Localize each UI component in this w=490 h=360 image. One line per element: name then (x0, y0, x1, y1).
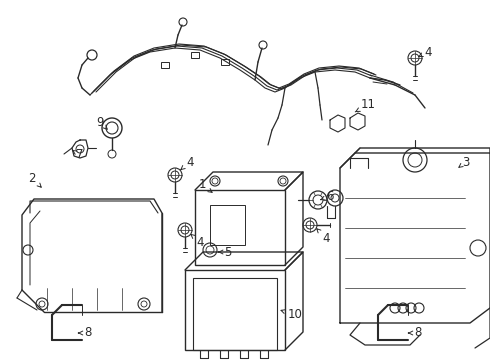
Bar (191, 52, 199, 58)
Text: 2: 2 (28, 171, 41, 187)
Text: 1: 1 (198, 179, 212, 192)
Text: 4: 4 (419, 45, 432, 58)
Text: 6: 6 (320, 189, 334, 202)
Text: 10: 10 (281, 309, 302, 321)
Bar (195, 190, 285, 265)
Text: 4: 4 (191, 234, 204, 248)
Text: 3: 3 (459, 156, 470, 168)
Bar (161, 62, 169, 68)
Text: 11: 11 (355, 99, 375, 112)
Bar (185, 270, 285, 350)
Bar (193, 278, 277, 350)
Bar (210, 205, 245, 245)
Bar (221, 59, 229, 65)
Text: 9: 9 (96, 116, 107, 129)
Text: 8: 8 (409, 327, 422, 339)
Text: 5: 5 (219, 246, 232, 258)
Text: 8: 8 (78, 327, 92, 339)
Text: 7: 7 (73, 148, 84, 162)
Text: 4: 4 (317, 229, 330, 244)
Text: 4: 4 (181, 156, 194, 170)
